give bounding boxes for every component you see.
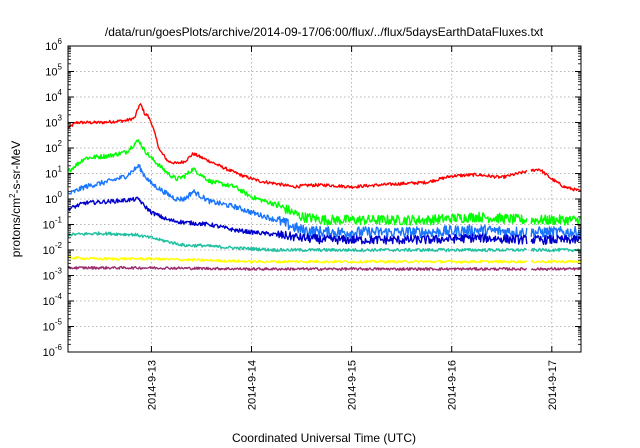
y-tick-label-base: 10 [43, 347, 55, 359]
x-tick-label: 2014-9-14 [247, 360, 259, 410]
x-tick-label: 2014-9-16 [447, 360, 459, 410]
y-tick-label-base: 10 [45, 67, 57, 79]
y-tick-label: 10-3 [43, 267, 63, 283]
grid-lines [68, 46, 581, 352]
y-tick-label: 103 [45, 114, 62, 130]
series-line-2 [67, 139, 582, 226]
y-tick-label: 10-1 [43, 216, 63, 232]
y-axis-label-part-1: protons/cm [9, 198, 23, 257]
y-tick-label-exponent: 4 [58, 88, 63, 97]
y-tick-label-exponent: -2 [55, 241, 63, 250]
y-tick-label: 10-6 [43, 343, 63, 359]
y-tick-label-base: 10 [43, 271, 55, 283]
axes: 10-610-510-410-310-210-11001011021031041… [43, 37, 581, 410]
y-tick-label: 10-5 [43, 318, 63, 334]
y-tick-label-exponent: 5 [58, 63, 63, 72]
x-tick-label: 2014-9-15 [347, 360, 359, 410]
series-line-3 [67, 164, 582, 239]
y-tick-label-exponent: 0 [58, 190, 63, 199]
y-tick-label-base: 10 [45, 169, 57, 181]
y-tick-label-base: 10 [45, 143, 57, 155]
series-lines [67, 103, 582, 271]
y-tick-label-exponent: -3 [55, 267, 63, 276]
y-tick-label: 100 [45, 190, 62, 206]
y-tick-label-exponent: -1 [55, 216, 63, 225]
y-tick-label-base: 10 [45, 118, 57, 130]
y-tick-label-base: 10 [43, 296, 55, 308]
chart-title: /data/run/goesPlots/archive/2014-09-17/0… [105, 25, 544, 39]
series-line-1 [67, 103, 582, 192]
y-tick-label-exponent: 3 [58, 114, 63, 123]
y-axis-label-sup: 2 [8, 193, 17, 198]
y-tick-label-exponent: -4 [55, 292, 63, 301]
y-tick-label: 106 [45, 37, 62, 53]
y-tick-label: 102 [45, 139, 62, 155]
series-line-4 [67, 196, 582, 245]
y-tick-label-base: 10 [45, 41, 57, 53]
y-tick-label-base: 10 [45, 92, 57, 104]
y-tick-label-exponent: 1 [58, 165, 63, 174]
x-axis-label: Coordinated Universal Time (UTC) [232, 431, 416, 445]
y-tick-label: 105 [45, 63, 62, 79]
y-tick-label-exponent: 2 [58, 139, 63, 148]
series-line-7 [67, 265, 582, 271]
y-tick-label-exponent: -6 [55, 343, 63, 352]
y-axis-label: protons/cm2-s-sr-MeV [8, 141, 23, 257]
y-tick-label-base: 10 [45, 194, 57, 206]
series-line-5 [67, 231, 582, 253]
y-tick-label: 101 [45, 165, 62, 181]
y-tick-label-base: 10 [43, 220, 55, 232]
y-tick-label: 10-4 [43, 292, 63, 308]
y-tick-label: 10-2 [43, 241, 63, 257]
y-tick-label-exponent: 6 [58, 37, 63, 46]
x-tick-label: 2014-9-13 [146, 360, 158, 410]
y-axis-label-part-2: -s-sr-MeV [9, 141, 23, 194]
y-tick-label-base: 10 [43, 322, 55, 334]
y-tick-label-base: 10 [43, 245, 55, 257]
series-line-6 [67, 255, 582, 264]
y-tick-label: 104 [45, 88, 62, 104]
x-tick-label: 2014-9-17 [547, 360, 559, 410]
y-tick-label-exponent: -5 [55, 318, 63, 327]
